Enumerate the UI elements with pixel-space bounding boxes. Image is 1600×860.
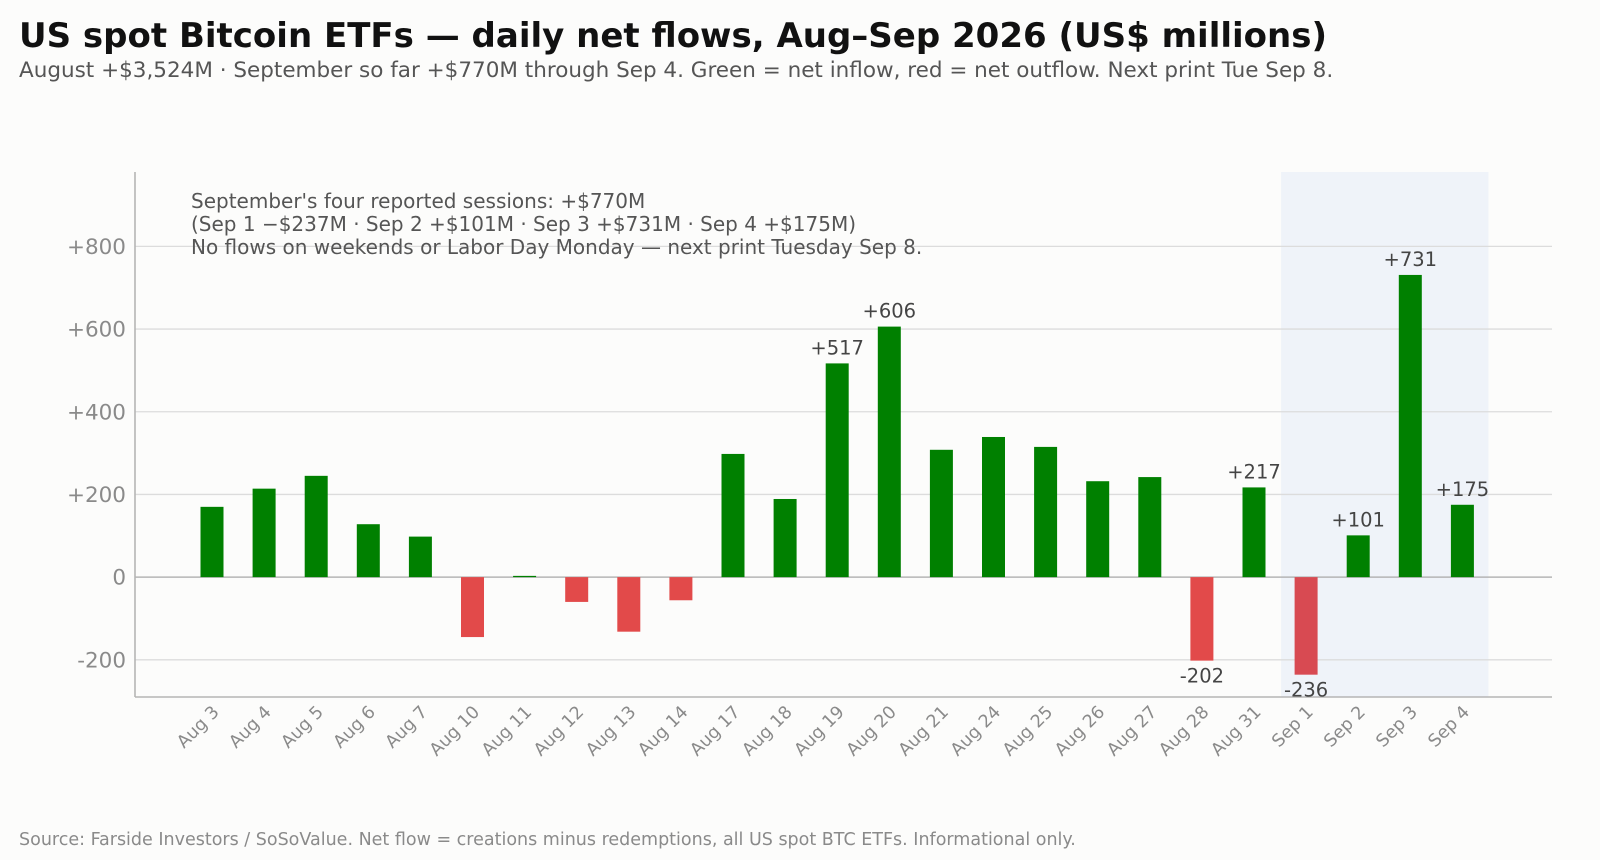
x-tick-label: Aug 7 xyxy=(382,702,432,752)
data-label: -236 xyxy=(1284,679,1328,702)
x-tick-label: Aug 5 xyxy=(278,702,328,752)
y-tick-label: +600 xyxy=(67,318,126,343)
bar xyxy=(200,506,224,578)
y-tick-label: 0 xyxy=(112,566,126,591)
y-tick-label: +200 xyxy=(67,483,126,508)
x-tick-label: Aug 4 xyxy=(226,702,276,752)
bar xyxy=(617,577,641,632)
bar xyxy=(929,449,953,578)
y-tick-label: -200 xyxy=(77,648,126,673)
bar xyxy=(513,575,537,578)
bar xyxy=(1242,487,1266,578)
x-tick-label: Aug 14 xyxy=(634,702,692,760)
bar xyxy=(825,363,849,578)
data-label: +517 xyxy=(810,336,864,359)
bar xyxy=(408,536,432,578)
data-label: +731 xyxy=(1384,248,1438,271)
data-label: +217 xyxy=(1227,460,1281,483)
x-tick-label: Aug 21 xyxy=(895,702,953,760)
bar xyxy=(1034,446,1058,578)
annotation-line-1: September's four reported sessions: +$77… xyxy=(191,189,645,213)
bar xyxy=(461,577,484,638)
bar xyxy=(721,453,745,578)
bar xyxy=(1398,274,1422,578)
bar xyxy=(773,498,797,578)
source-note: Source: Farside Investors / SoSoValue. N… xyxy=(19,830,1076,850)
x-tick-label: Sep 4 xyxy=(1425,702,1474,751)
data-labels: +517 +606 -202 +217 -236 +101 +731 +175 xyxy=(810,248,1489,702)
bar xyxy=(304,475,328,578)
bar xyxy=(877,326,901,578)
data-label: +101 xyxy=(1331,508,1385,531)
chart-subtitle: August +$3,524M · September so far +$770… xyxy=(19,58,1334,83)
x-tick-label: Aug 31 xyxy=(1208,702,1266,760)
axes xyxy=(134,172,1552,698)
x-tick-label: Aug 19 xyxy=(791,702,849,760)
x-tick-label: Sep 3 xyxy=(1373,702,1422,751)
x-tick-label: Aug 11 xyxy=(478,702,536,760)
chart-title: US spot Bitcoin ETFs — daily net flows, … xyxy=(19,16,1328,56)
x-tick-label: Aug 6 xyxy=(330,702,380,752)
bar xyxy=(1138,477,1162,578)
bars xyxy=(200,274,1474,675)
data-label: -202 xyxy=(1180,665,1224,688)
x-tick-label: Aug 24 xyxy=(947,702,1005,760)
annotation-line-3: No flows on weekends or Labor Day Monday… xyxy=(191,235,922,259)
y-tick-label: +800 xyxy=(67,235,126,260)
x-tick-label: Sep 1 xyxy=(1268,702,1317,751)
data-label: +175 xyxy=(1436,478,1490,501)
bar xyxy=(252,488,276,578)
bar xyxy=(356,524,380,578)
x-tick-label: Aug 17 xyxy=(687,702,745,760)
x-tick-label: Aug 12 xyxy=(530,702,588,760)
september-annotation: September's four reported sessions: +$77… xyxy=(191,189,922,259)
annotation-line-2: (Sep 1 −$237M · Sep 2 +$101M · Sep 3 +$7… xyxy=(191,212,856,236)
x-tick-label: Aug 10 xyxy=(426,702,484,760)
bar xyxy=(1450,504,1474,578)
y-axis-tick-labels: -200 0 +200 +400 +600 +800 xyxy=(67,235,126,673)
bar xyxy=(1086,481,1110,578)
x-tick-label: Aug 18 xyxy=(739,702,797,760)
x-tick-label: Aug 26 xyxy=(1051,702,1109,760)
bar xyxy=(565,577,589,602)
x-tick-label: Aug 28 xyxy=(1155,702,1213,760)
bar xyxy=(1190,577,1214,661)
x-tick-label: Sep 2 xyxy=(1320,702,1369,751)
bar xyxy=(1346,535,1370,578)
x-tick-label: Aug 13 xyxy=(582,702,640,760)
bar xyxy=(669,577,693,601)
x-tick-label: Aug 25 xyxy=(999,702,1057,760)
y-tick-label: +400 xyxy=(67,400,126,425)
x-tick-label: Aug 27 xyxy=(1103,702,1161,760)
bar xyxy=(982,436,1005,578)
bar xyxy=(1294,577,1318,675)
x-tick-label: Aug 3 xyxy=(173,702,223,752)
x-tick-label: Aug 20 xyxy=(843,702,901,760)
data-label: +606 xyxy=(863,300,917,323)
